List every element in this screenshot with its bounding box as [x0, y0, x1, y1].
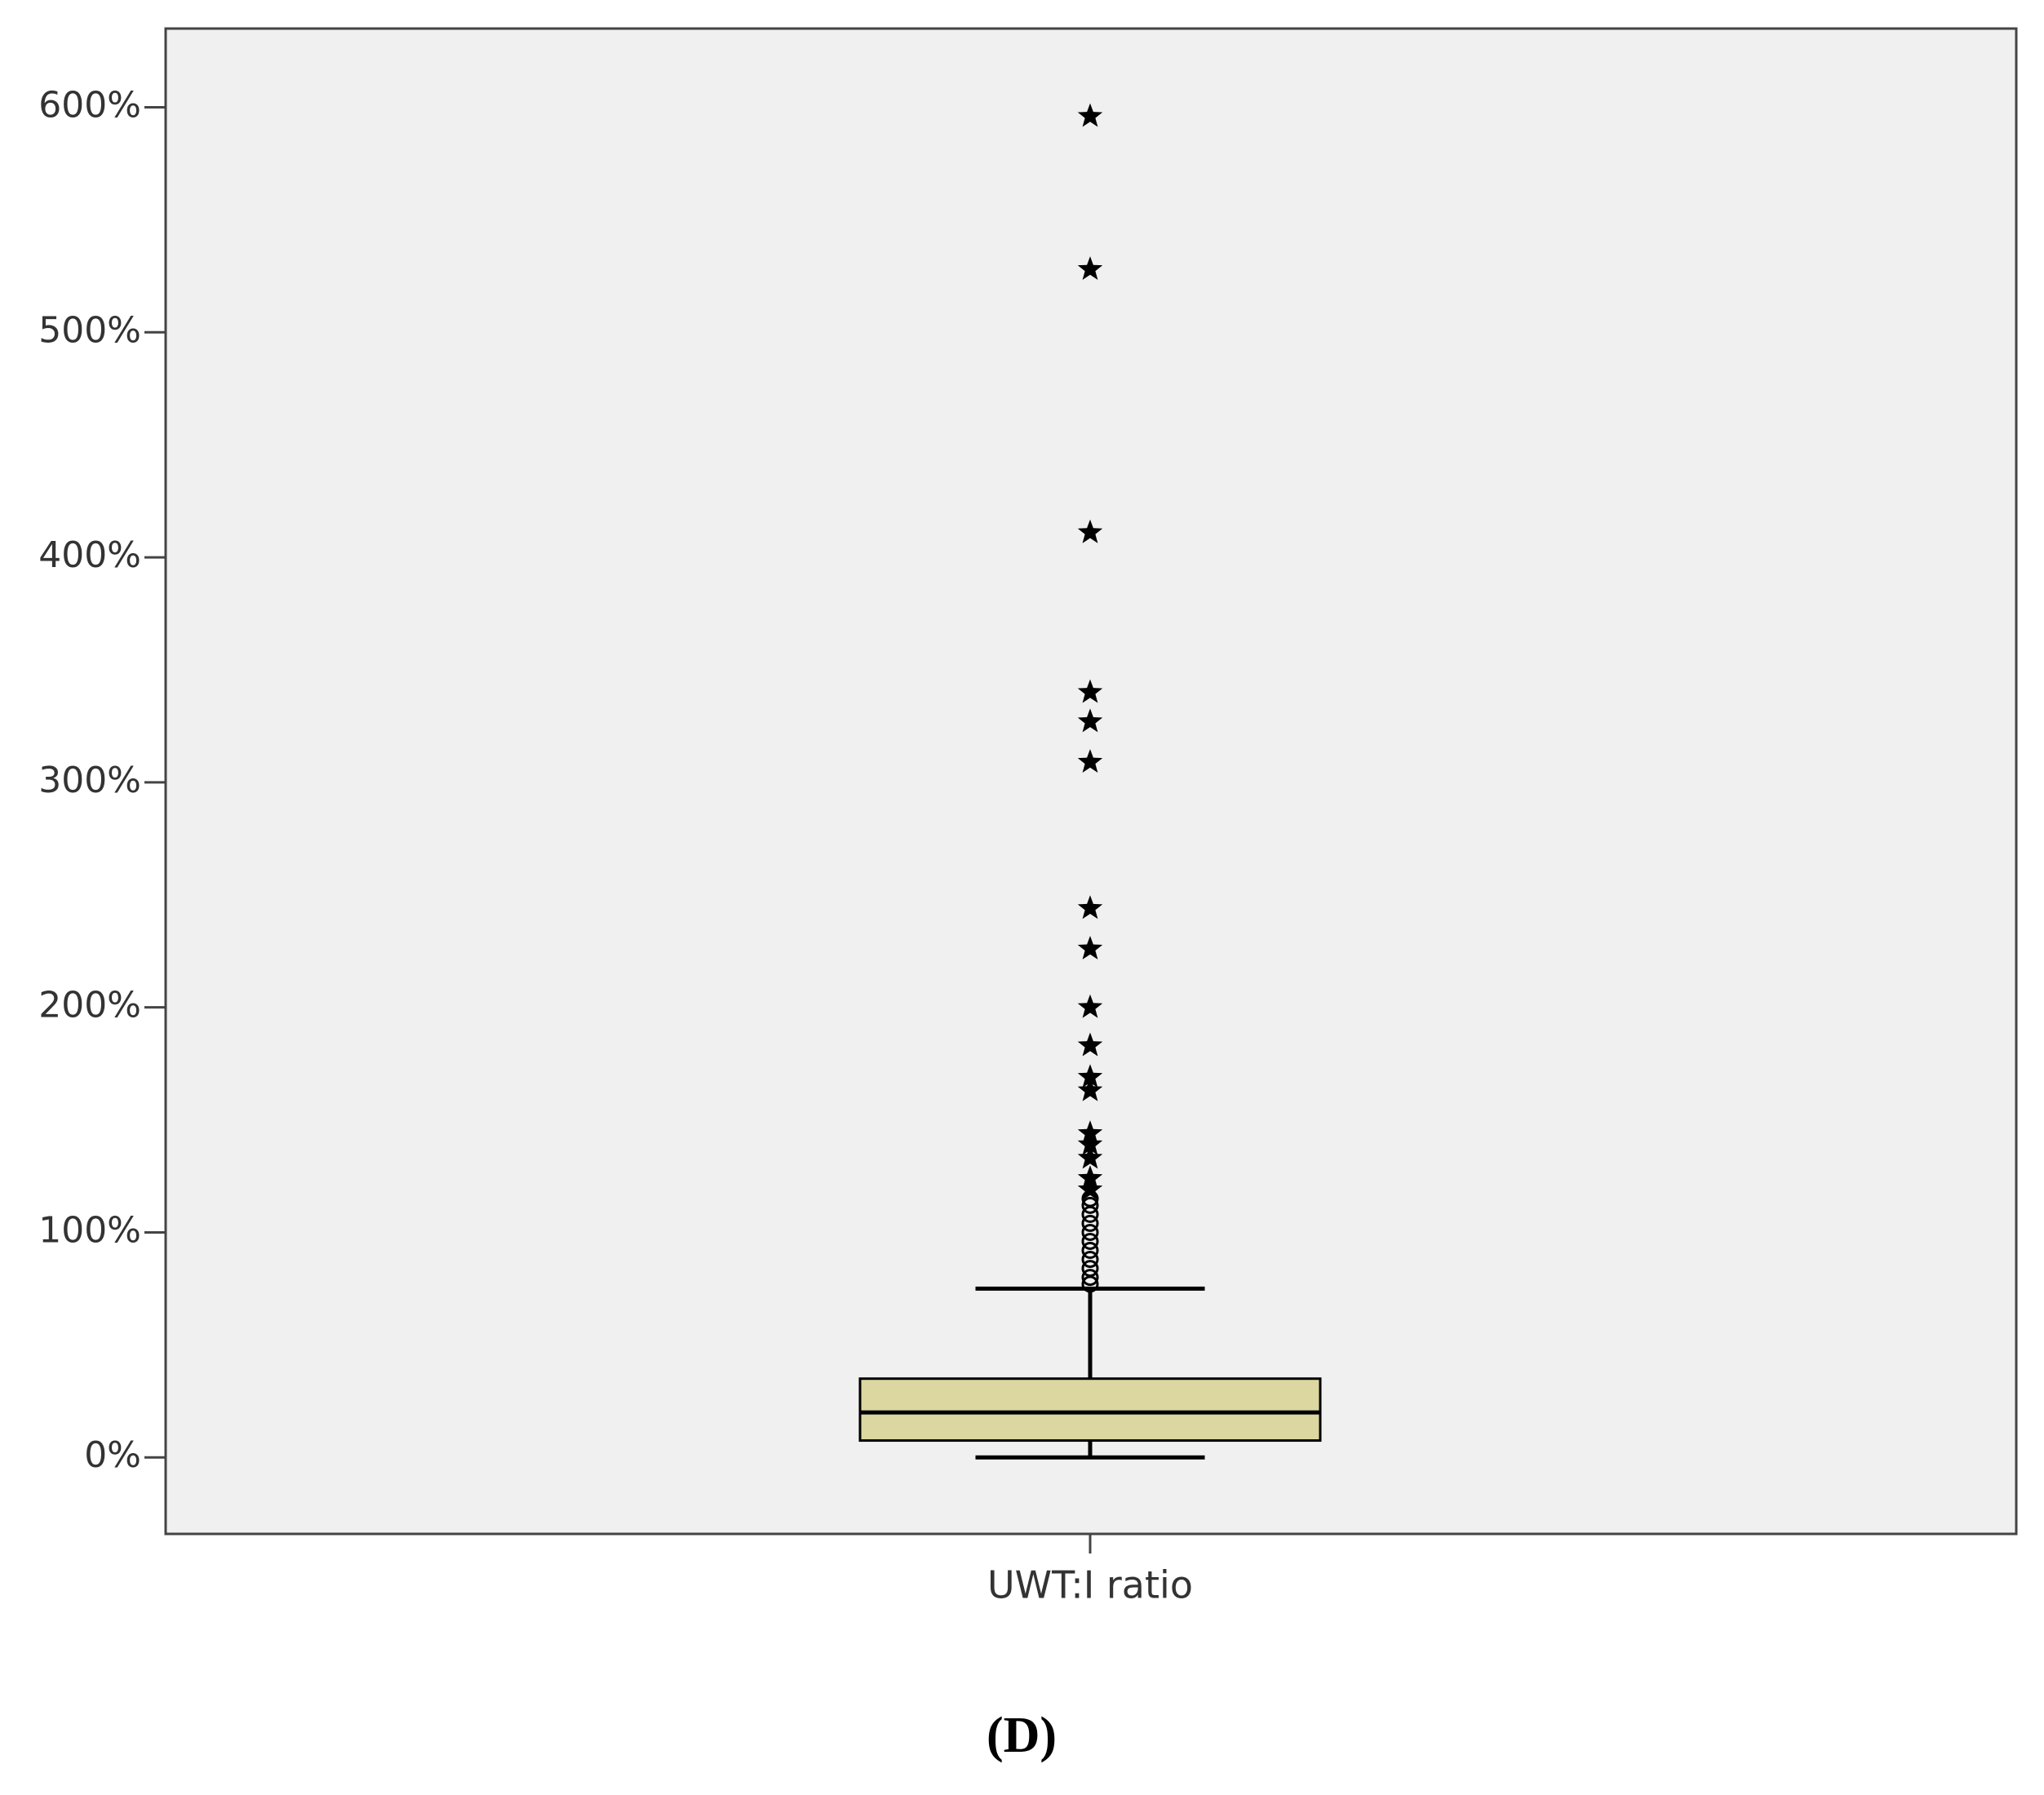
- extreme-outlier: [1077, 1120, 1103, 1144]
- extreme-outlier: [1077, 519, 1103, 543]
- y-tick-label: 600%: [38, 85, 141, 126]
- extreme-outlier: [1077, 895, 1103, 920]
- y-tick-label: 200%: [38, 985, 141, 1026]
- outlier: [1081, 1232, 1099, 1250]
- outlier: [1081, 1223, 1099, 1241]
- extreme-outlier: [1077, 1077, 1103, 1101]
- extreme-outlier: [1077, 749, 1103, 773]
- extreme-outlier: [1077, 1145, 1103, 1169]
- outlier: [1081, 1251, 1099, 1269]
- y-tick-label: 500%: [38, 309, 141, 351]
- extreme-outlier: [1077, 103, 1103, 127]
- extreme-outlier: [1077, 1064, 1103, 1088]
- outlier: [1081, 1214, 1099, 1232]
- box: [858, 1377, 1322, 1443]
- caption: (D): [987, 1708, 1057, 1763]
- extreme-outlier: [1077, 936, 1103, 960]
- extreme-outlier: [1077, 1032, 1103, 1057]
- plot-area: [164, 27, 2018, 1536]
- extreme-outlier: [1077, 256, 1103, 280]
- outlier: [1081, 1196, 1099, 1214]
- y-tick-label: 300%: [38, 760, 141, 801]
- outlier: [1081, 1260, 1099, 1278]
- extreme-outlier: [1077, 679, 1103, 703]
- y-tick-label: 0%: [84, 1434, 141, 1476]
- outlier: [1081, 1242, 1099, 1260]
- extreme-outlier: [1077, 1131, 1103, 1155]
- extreme-outlier: [1077, 708, 1103, 733]
- outlier: [1081, 1269, 1099, 1287]
- y-tick-label: 400%: [38, 534, 141, 576]
- extreme-outlier: [1077, 1165, 1103, 1190]
- extreme-outlier: [1077, 994, 1103, 1018]
- y-tick-label: 100%: [38, 1209, 141, 1251]
- extreme-outlier: [1077, 1177, 1103, 1200]
- x-tick-label: UWT:I ratio: [987, 1563, 1193, 1607]
